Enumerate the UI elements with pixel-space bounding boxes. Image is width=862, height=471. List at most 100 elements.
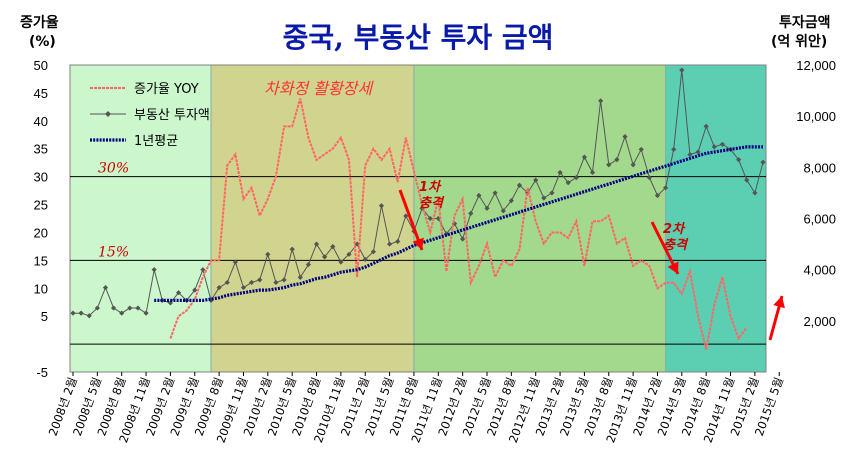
- y-left-tick: 20: [34, 225, 48, 240]
- investment-point: [200, 267, 206, 273]
- investment-point: [313, 241, 320, 247]
- y-left-tick: 15: [34, 253, 48, 268]
- annotation-shock2-line1: 2차: [663, 221, 686, 237]
- investment-point: [297, 274, 303, 280]
- investment-point: [557, 169, 563, 176]
- investment-point: [208, 297, 214, 303]
- y-right-tick: 10,000: [796, 109, 836, 124]
- investment-point: [102, 284, 109, 291]
- arrow-shock1-head: [412, 237, 424, 250]
- investment-point: [378, 203, 385, 209]
- y-left-tick: 40: [34, 114, 48, 129]
- legend-label-investment: 부동산 투자액: [134, 108, 210, 123]
- investment-point: [257, 277, 263, 283]
- investment-point: [760, 159, 766, 165]
- investment-point: [679, 67, 685, 73]
- investment-point: [143, 310, 149, 316]
- y-left-tick: 45: [34, 86, 48, 101]
- annotation-shock2-line2: 충격: [663, 237, 689, 253]
- y-right-tick: 2,000: [803, 314, 836, 329]
- annotation-shock1-line1: 1차: [419, 179, 442, 195]
- y-left-tick: 30: [34, 170, 48, 185]
- chart-title: 중국, 부동산 투자 금액: [283, 21, 554, 54]
- y-left-title-line2: (%): [29, 34, 56, 50]
- investment-point: [240, 284, 247, 291]
- investment-point: [573, 174, 579, 181]
- legend: 증가율 YOY 부동산 투자액 1년평균: [90, 82, 210, 149]
- investment-point: [354, 241, 360, 247]
- band-4: [665, 65, 766, 372]
- band-1: [70, 65, 211, 372]
- y-left-title-line1: 증가율: [20, 14, 59, 31]
- investment-point: [70, 310, 76, 316]
- investment-point: [338, 259, 344, 265]
- background-bands: [70, 65, 766, 372]
- arrow-shock2-head: [667, 261, 679, 274]
- investment-point: [232, 259, 238, 265]
- investment-point: [533, 177, 539, 183]
- investment-point: [386, 241, 393, 247]
- investment-point: [549, 190, 555, 196]
- investment-point: [281, 277, 287, 283]
- arrow-rebound-head: [773, 296, 785, 309]
- series-line-avg: [154, 145, 763, 302]
- investment-point: [346, 251, 352, 257]
- investment-point: [500, 208, 506, 214]
- investment-point: [638, 146, 644, 153]
- investment-point: [395, 238, 401, 245]
- investment-point: [671, 146, 677, 153]
- investment-point: [265, 251, 271, 257]
- y-left-tick: 10: [34, 281, 48, 296]
- investment-point: [362, 256, 368, 263]
- legend-label-avg: 1년평균: [134, 134, 178, 149]
- investment-point: [476, 192, 482, 199]
- investment-point: [403, 213, 409, 219]
- investment-point: [703, 123, 709, 129]
- band-2: [211, 65, 414, 372]
- y-right-tick: 4,000: [803, 263, 836, 278]
- investment-point: [508, 197, 514, 204]
- investment-point: [622, 134, 628, 140]
- investment-point: [711, 144, 717, 150]
- investment-point: [744, 177, 750, 183]
- investment-point: [752, 190, 758, 196]
- y-right-title-line2: (억 위안): [771, 33, 827, 50]
- arrow-shock2: [650, 221, 680, 275]
- investment-point: [719, 141, 726, 147]
- plot-border: [69, 64, 767, 373]
- investment-point: [273, 279, 279, 286]
- investment-point: [736, 157, 742, 163]
- investment-point: [460, 236, 466, 242]
- investment-point: [646, 174, 652, 181]
- investment-point: [322, 254, 328, 260]
- investment-point: [175, 290, 182, 296]
- investment-point: [565, 180, 571, 186]
- investment-point: [614, 157, 620, 163]
- investment-point: [135, 305, 141, 311]
- series-group: [70, 67, 766, 350]
- annotation-stimulus: 차화정 활황장세: [264, 79, 374, 98]
- investment-point: [248, 279, 255, 286]
- investment-point: [695, 149, 701, 155]
- band-3: [413, 65, 666, 372]
- investment-point: [492, 190, 498, 196]
- investment-point: [94, 305, 100, 311]
- investment-point: [427, 215, 433, 222]
- investment-point: [305, 261, 312, 268]
- investment-point: [581, 154, 588, 160]
- y-right-tick: 6,000: [803, 212, 836, 227]
- investment-point: [289, 246, 295, 252]
- investment-point: [224, 279, 230, 286]
- legend-marker-investment: [105, 111, 111, 117]
- arrow-shock1: [398, 189, 424, 251]
- series-line-yoy: [169, 98, 748, 350]
- investment-point: [330, 244, 336, 250]
- investment-point: [468, 210, 474, 216]
- y-left-tick: 35: [34, 142, 48, 157]
- y-right-title-line1: 투자금액: [779, 14, 831, 31]
- investment-point: [589, 169, 596, 176]
- investment-point: [86, 313, 92, 319]
- investment-point: [151, 267, 157, 273]
